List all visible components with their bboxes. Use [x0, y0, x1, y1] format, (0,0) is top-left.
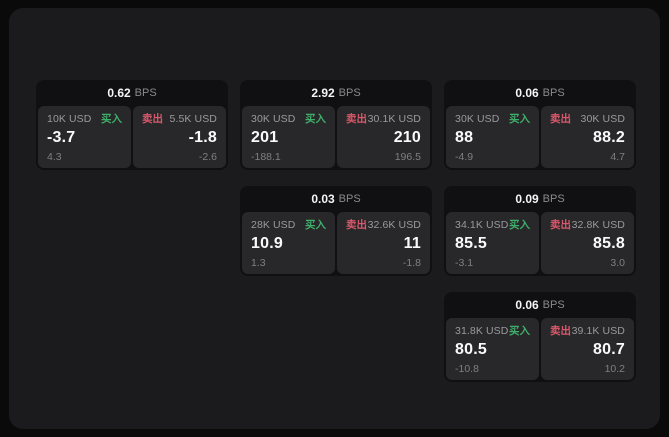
sell-amount: 32.8K USD [571, 219, 625, 231]
buy-label: 买入 [509, 325, 530, 337]
buy-value: 201 [251, 128, 279, 146]
bps-suffix: BPS [542, 87, 565, 99]
buy-amount: 30K USD [251, 113, 296, 125]
buy-label: 买入 [305, 219, 326, 231]
sell-value: -1.8 [188, 128, 217, 146]
buy-value: 88 [455, 128, 474, 146]
bps-value: 2.92 [311, 86, 335, 100]
buy-delta: -4.9 [455, 150, 474, 163]
tiles: 30K USD 买入 201 -188.1 卖出 30.1K USD 210 1… [240, 106, 432, 170]
tiles: 28K USD 买入 10.9 1.3 卖出 32.6K USD 11 -1.8 [240, 212, 432, 276]
tiles: 31.8K USD 买入 80.5 -10.8 卖出 39.1K USD 80.… [444, 318, 636, 382]
sell-amount: 32.6K USD [367, 219, 421, 231]
buy-label: 买入 [305, 113, 326, 125]
sell-delta: 10.2 [604, 362, 625, 375]
sell-delta: -1.8 [402, 256, 421, 269]
sell-value: 210 [393, 128, 421, 146]
sell-amount: 5.5K USD [169, 113, 217, 125]
bps-value: 0.06 [515, 298, 539, 312]
bps-value: 0.62 [107, 86, 131, 100]
tiles: 10K USD 买入 -3.7 4.3 卖出 5.5K USD -1.8 -2.… [36, 106, 228, 170]
buy-amount: 31.8K USD [455, 325, 509, 337]
buy-delta: -188.1 [251, 150, 281, 163]
quote-card[interactable]: 0.06 BPS 30K USD 买入 88 -4.9 卖出 30K USD [444, 80, 636, 170]
sell-label: 卖出 [346, 219, 367, 231]
buy-label: 买入 [509, 219, 530, 231]
buy-tile[interactable]: 31.8K USD 买入 80.5 -10.8 [446, 318, 539, 380]
sell-amount: 30K USD [580, 113, 625, 125]
buy-tile[interactable]: 10K USD 买入 -3.7 4.3 [38, 106, 131, 168]
sell-label: 卖出 [346, 113, 367, 125]
card-header: 0.09 BPS [444, 186, 636, 212]
buy-amount: 28K USD [251, 219, 296, 231]
sell-delta: 3.0 [610, 256, 625, 269]
sell-value: 11 [403, 234, 421, 252]
card-header: 0.06 BPS [444, 80, 636, 106]
sell-delta: -2.6 [198, 150, 217, 163]
bps-value: 0.03 [311, 192, 335, 206]
buy-amount: 30K USD [455, 113, 500, 125]
buy-tile[interactable]: 28K USD 买入 10.9 1.3 [242, 212, 335, 274]
quote-grid: 0.62 BPS 10K USD 买入 -3.7 4.3 卖出 5.5K USD [36, 80, 636, 382]
sell-label: 卖出 [550, 219, 571, 231]
bps-value: 0.09 [515, 192, 539, 206]
quote-card[interactable]: 0.62 BPS 10K USD 买入 -3.7 4.3 卖出 5.5K USD [36, 80, 228, 170]
sell-tile[interactable]: 卖出 39.1K USD 80.7 10.2 [541, 318, 634, 380]
sell-tile[interactable]: 卖出 32.6K USD 11 -1.8 [337, 212, 430, 274]
card-header: 2.92 BPS [240, 80, 432, 106]
tiles: 30K USD 买入 88 -4.9 卖出 30K USD 88.2 4.7 [444, 106, 636, 170]
buy-tile[interactable]: 30K USD 买入 201 -188.1 [242, 106, 335, 168]
bps-suffix: BPS [542, 299, 565, 311]
sell-value: 88.2 [593, 128, 625, 146]
bps-suffix: BPS [542, 193, 565, 205]
bps-value: 0.06 [515, 86, 539, 100]
buy-value: -3.7 [47, 128, 76, 146]
card-header: 0.06 BPS [444, 292, 636, 318]
buy-value: 10.9 [251, 234, 283, 252]
sell-delta: 4.7 [610, 150, 625, 163]
card-header: 0.62 BPS [36, 80, 228, 106]
quote-card[interactable]: 2.92 BPS 30K USD 买入 201 -188.1 卖出 30.1K … [240, 80, 432, 170]
sell-amount: 30.1K USD [367, 113, 421, 125]
buy-delta: 4.3 [47, 150, 62, 163]
bps-suffix: BPS [338, 87, 361, 99]
quote-card[interactable]: 0.06 BPS 31.8K USD 买入 80.5 -10.8 卖出 39.1… [444, 292, 636, 382]
sell-tile[interactable]: 卖出 30.1K USD 210 196.5 [337, 106, 430, 168]
tiles: 34.1K USD 买入 85.5 -3.1 卖出 32.8K USD 85.8… [444, 212, 636, 276]
buy-value: 80.5 [455, 340, 487, 358]
quotes-panel: 0.62 BPS 10K USD 买入 -3.7 4.3 卖出 5.5K USD [9, 8, 660, 429]
card-header: 0.03 BPS [240, 186, 432, 212]
quote-card[interactable]: 0.03 BPS 28K USD 买入 10.9 1.3 卖出 32.6K US… [240, 186, 432, 276]
sell-tile[interactable]: 卖出 32.8K USD 85.8 3.0 [541, 212, 634, 274]
sell-value: 80.7 [593, 340, 625, 358]
buy-delta: -10.8 [455, 362, 479, 375]
sell-value: 85.8 [593, 234, 625, 252]
sell-label: 卖出 [550, 325, 571, 337]
sell-amount: 39.1K USD [571, 325, 625, 337]
bps-suffix: BPS [134, 87, 157, 99]
buy-delta: 1.3 [251, 256, 266, 269]
buy-tile[interactable]: 30K USD 买入 88 -4.9 [446, 106, 539, 168]
buy-label: 买入 [101, 113, 122, 125]
sell-tile[interactable]: 卖出 30K USD 88.2 4.7 [541, 106, 634, 168]
quote-card[interactable]: 0.09 BPS 34.1K USD 买入 85.5 -3.1 卖出 32.8K… [444, 186, 636, 276]
sell-label: 卖出 [550, 113, 571, 125]
buy-amount: 10K USD [47, 113, 92, 125]
buy-label: 买入 [509, 113, 530, 125]
buy-value: 85.5 [455, 234, 487, 252]
sell-tile[interactable]: 卖出 5.5K USD -1.8 -2.6 [133, 106, 226, 168]
sell-delta: 196.5 [394, 150, 421, 163]
bps-suffix: BPS [338, 193, 361, 205]
buy-tile[interactable]: 34.1K USD 买入 85.5 -3.1 [446, 212, 539, 274]
buy-amount: 34.1K USD [455, 219, 509, 231]
buy-delta: -3.1 [455, 256, 474, 269]
sell-label: 卖出 [142, 113, 163, 125]
